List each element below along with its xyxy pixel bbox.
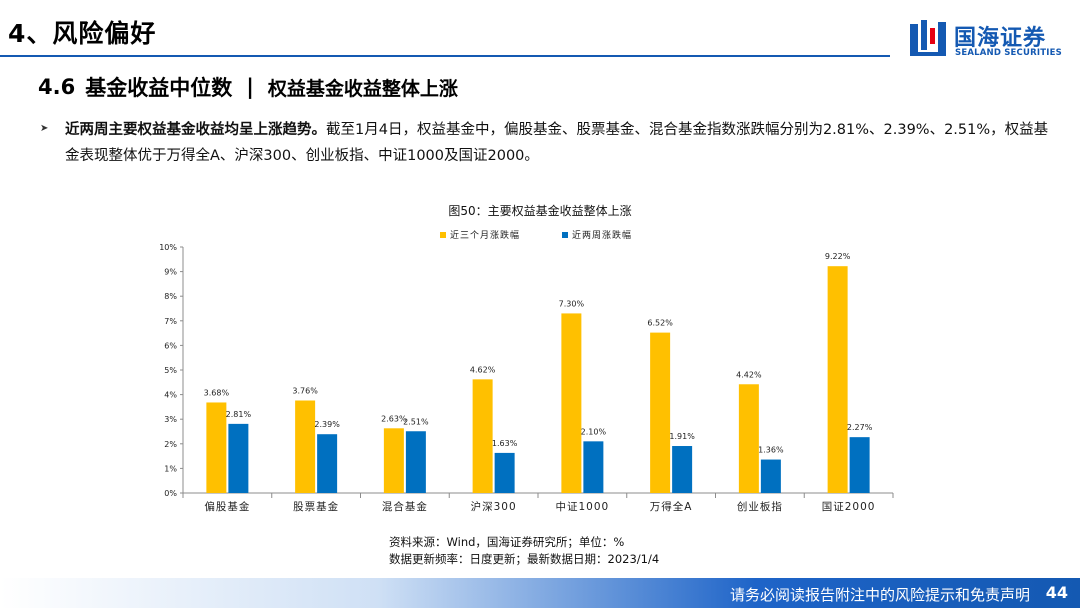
bar-two-week <box>583 441 604 493</box>
y-tick-label: 3% <box>164 415 177 424</box>
data-label: 1.36% <box>758 446 784 455</box>
y-tick-label: 6% <box>164 341 177 350</box>
figure-update: 数据更新频率：日度更新；最新数据日期：2023/1/4 <box>389 552 660 566</box>
y-tick-label: 2% <box>164 440 177 449</box>
footer-bar: 请务必阅读报告附注中的风险提示和免责声明 44 <box>0 578 1080 608</box>
data-label: 4.42% <box>736 370 762 379</box>
data-label: 2.39% <box>314 420 340 429</box>
data-label: 3.76% <box>292 387 318 396</box>
data-label: 2.63% <box>381 414 407 423</box>
x-tick-label: 沪深300 <box>471 500 517 513</box>
section-title: 4、风险偏好 <box>8 19 157 48</box>
bar-three-month <box>206 402 227 493</box>
bar-chart: 0% 1% 2% 3% 4% 5% 6% 7% 8% 9% 10% 偏股基金 股票基金 混合基金 沪深300… <box>159 229 894 513</box>
bullet-paragraph: 近两周主要权益基金收益均呈上涨趋势。截至1月4日，权益基金中，偏股基金、股票基金… <box>65 117 1055 169</box>
y-tick-label: 4% <box>164 391 177 400</box>
bar-three-month <box>383 428 404 493</box>
brand-name-cn: 国海证券 <box>954 26 1047 51</box>
bar-two-week <box>494 452 515 493</box>
y-tick-label: 7% <box>164 317 177 326</box>
bar-two-week <box>849 437 870 493</box>
data-label: 1.63% <box>492 439 518 448</box>
x-tick-label: 中证1000 <box>556 500 610 513</box>
bullet-arrow-icon: ➤ <box>40 123 49 134</box>
x-tick-label: 国证2000 <box>822 501 876 513</box>
bullet-lead: 近两周主要权益基金收益均呈上涨趋势。 <box>65 122 326 138</box>
bar-three-month <box>650 332 671 493</box>
bar-three-month <box>738 384 759 493</box>
footer-disclaimer: 请务必阅读报告附注中的风险提示和免责声明 <box>729 586 1030 604</box>
x-tick-label: 万得全A <box>650 500 693 513</box>
subtitle-separator: | <box>246 75 254 99</box>
y-tick-label: 8% <box>164 292 177 301</box>
x-tick-label: 偏股基金 <box>204 500 250 513</box>
sealand-logo-icon <box>910 20 946 56</box>
subtitle-number: 4.6 <box>38 75 76 99</box>
y-tick-label: 5% <box>164 366 177 375</box>
bar-three-month <box>472 379 493 493</box>
x-tick-label: 创业板指 <box>737 500 783 513</box>
data-label: 3.68% <box>204 388 230 397</box>
y-tick-label: 1% <box>164 464 177 473</box>
data-label: 7.30% <box>559 299 585 308</box>
figure-title: 图50：主要权益基金收益整体上涨 <box>448 204 632 218</box>
bar-two-week <box>317 434 338 493</box>
data-label: 2.51% <box>403 417 429 426</box>
data-label: 4.62% <box>470 365 496 374</box>
bar-three-month <box>827 266 848 493</box>
slide-subtitle: 4.6 基金收益中位数 | 权益基金收益整体上涨 <box>38 72 458 102</box>
y-tick-label: 10% <box>159 243 177 252</box>
bar-two-week <box>672 446 693 493</box>
legend-swatch <box>440 232 446 238</box>
data-label: 2.27% <box>847 423 873 432</box>
legend-label: 近两周涨跌幅 <box>572 229 632 241</box>
data-label: 9.22% <box>825 252 851 261</box>
page-number: 44 <box>1045 583 1068 602</box>
bar-two-week <box>228 423 249 493</box>
brand-name-en: SEALAND SECURITIES <box>955 48 1062 58</box>
data-label: 2.81% <box>226 410 252 419</box>
y-tick-label: 9% <box>164 268 177 277</box>
header-rule <box>0 55 890 57</box>
data-label: 1.91% <box>669 432 695 441</box>
x-tick-label: 混合基金 <box>382 500 428 513</box>
legend-label: 近三个月涨跌幅 <box>450 229 520 241</box>
subtitle-theme: 权益基金收益整体上涨 <box>267 77 458 100</box>
data-label: 2.10% <box>581 427 607 436</box>
bar-two-week <box>405 431 426 493</box>
x-tick-label: 股票基金 <box>293 500 339 513</box>
bullet-text: 截至1月4日，权益基金中，偏股基金、股票基金、混合基金指数涨跌幅分别为2.81%… <box>65 122 1049 164</box>
subtitle-topic: 基金收益中位数 <box>85 76 233 100</box>
bar-three-month <box>295 400 316 493</box>
bar-three-month <box>561 313 582 493</box>
bar-two-week <box>760 459 781 493</box>
figure-source: 资料来源：Wind，国海证券研究所；单位：% <box>389 535 625 549</box>
brand-logo: 国海证券 SEALAND SECURITIES <box>908 18 1068 62</box>
data-label: 6.52% <box>647 319 673 328</box>
y-tick-label: 0% <box>164 489 177 498</box>
legend-swatch <box>562 232 568 238</box>
